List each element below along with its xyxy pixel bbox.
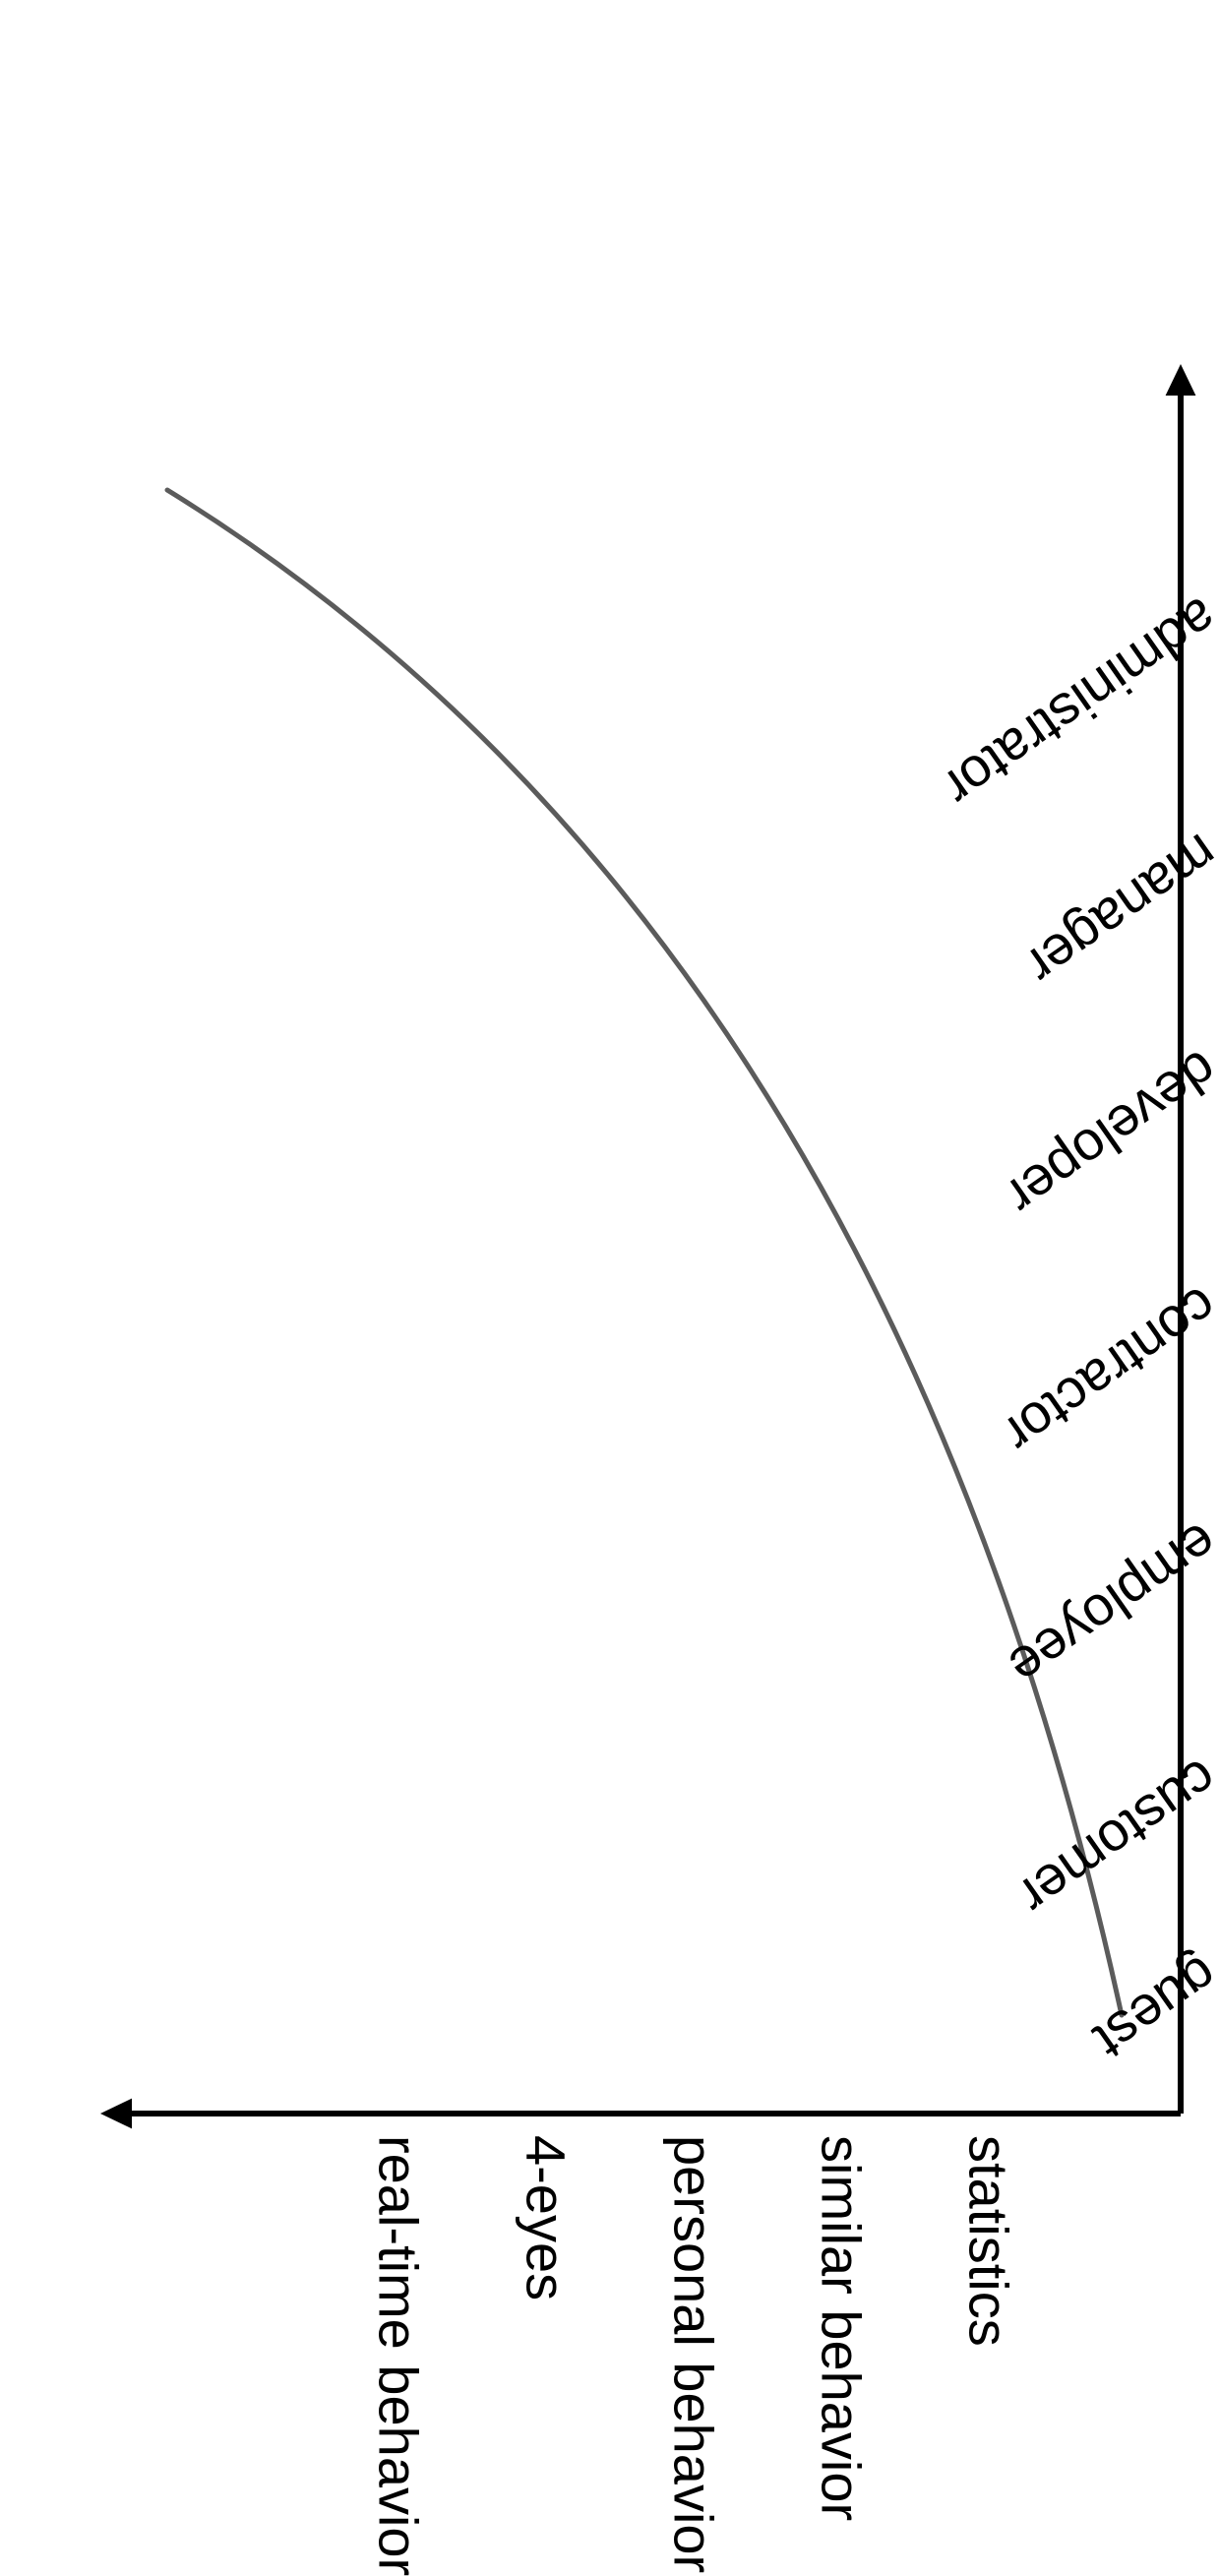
y-axis-label: statistics — [957, 2135, 1021, 2347]
y-axis-label: personal behavior — [662, 2135, 726, 2573]
y-axis-label: similar behavior — [810, 2135, 874, 2521]
chart-stage: statistics similar behavior personal beh… — [0, 0, 1220, 2409]
y-axis-label: real-time behavior — [367, 2135, 431, 2576]
y-axis-label: 4-eyes — [515, 2135, 579, 2300]
